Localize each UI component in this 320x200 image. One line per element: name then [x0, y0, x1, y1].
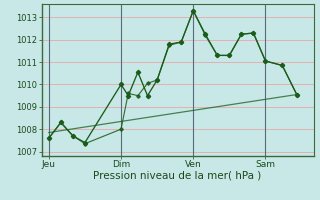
X-axis label: Pression niveau de la mer( hPa ): Pression niveau de la mer( hPa ) — [93, 171, 262, 181]
